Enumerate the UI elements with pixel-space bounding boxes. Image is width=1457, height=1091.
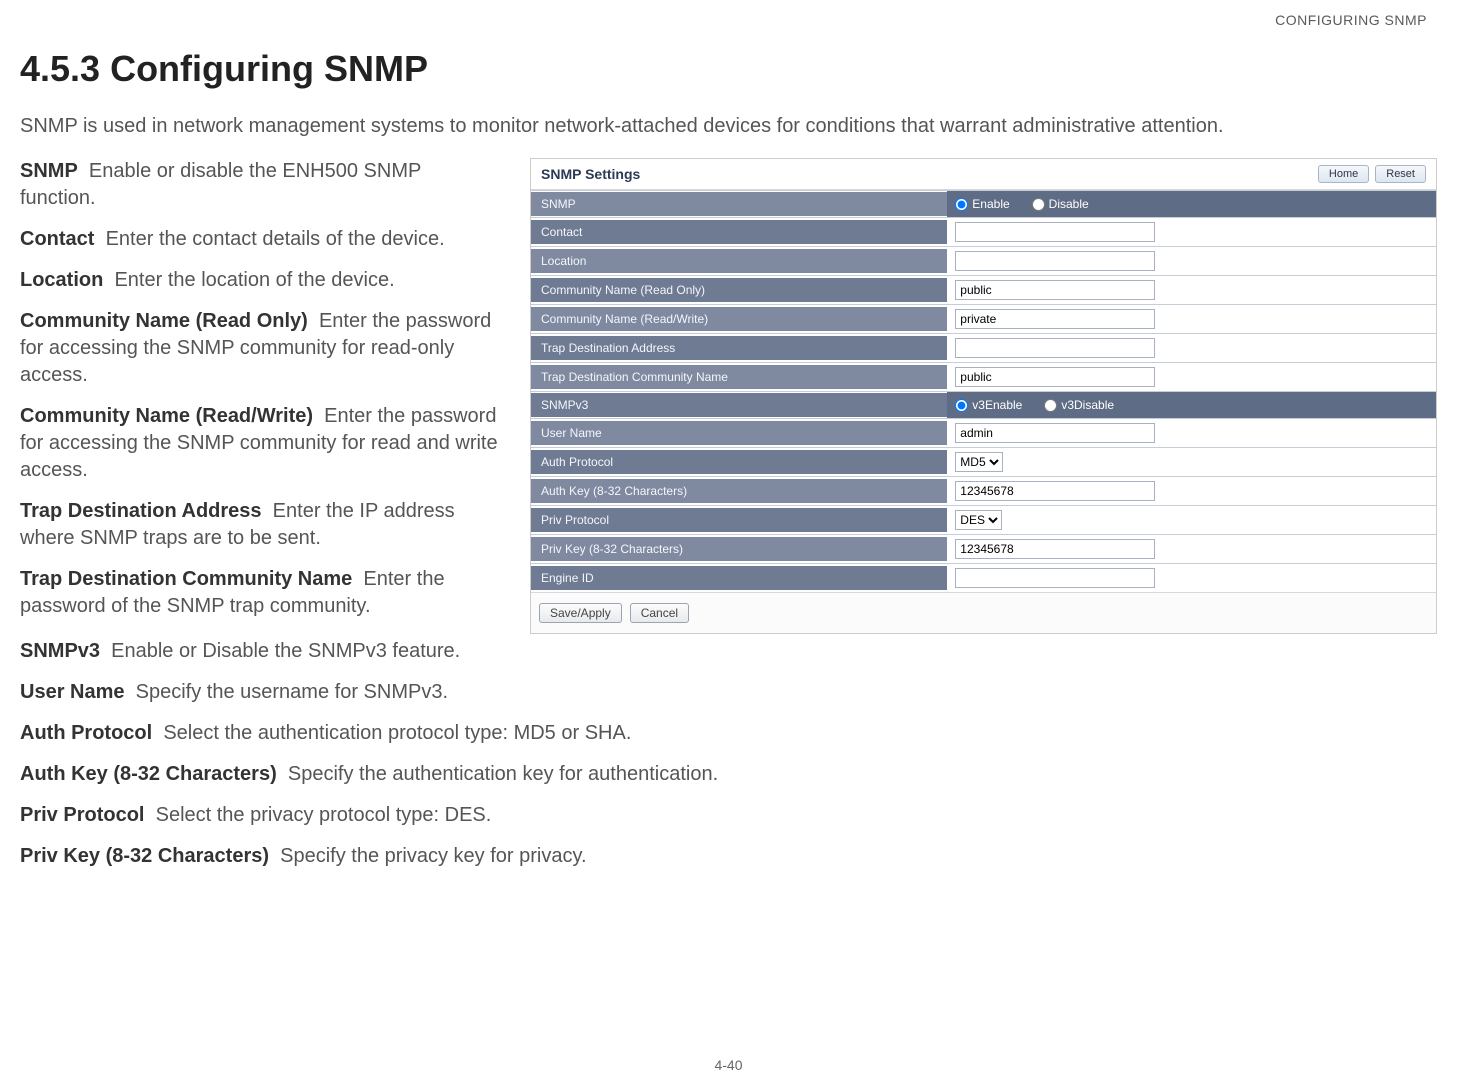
contact-input[interactable] xyxy=(955,222,1155,242)
row-label-snmpv3: SNMPv3 xyxy=(531,393,947,417)
location-input[interactable] xyxy=(955,251,1155,271)
section-title: 4.5.3 Configuring SNMP xyxy=(20,48,1437,90)
row-label-engine-id: Engine ID xyxy=(531,566,947,590)
def-desc: Specify the authentication key for authe… xyxy=(288,763,718,785)
row-label-trap-addr: Trap Destination Address xyxy=(531,336,947,360)
page-header: CONFIGURING SNMP xyxy=(20,0,1437,28)
def-term: User Name xyxy=(20,681,125,703)
def-desc: Enter the location of the device. xyxy=(114,269,394,291)
auth-key-input[interactable] xyxy=(955,481,1155,501)
def-term: Trap Destination Address xyxy=(20,500,262,522)
row-label-community-ro: Community Name (Read Only) xyxy=(531,278,947,302)
row-label-location: Location xyxy=(531,249,947,273)
def-term: Community Name (Read/Write) xyxy=(20,405,313,427)
row-label-contact: Contact xyxy=(531,220,947,244)
row-label-username: User Name xyxy=(531,421,947,445)
priv-protocol-select[interactable]: DES xyxy=(955,510,1002,530)
row-label-auth-protocol: Auth Protocol xyxy=(531,450,947,474)
def-desc: Enable or disable the ENH500 SNMP functi… xyxy=(20,160,421,209)
home-button[interactable]: Home xyxy=(1318,165,1369,183)
panel-title: SNMP Settings xyxy=(541,166,640,182)
def-desc: Enter the contact details of the device. xyxy=(106,228,445,250)
username-input[interactable] xyxy=(955,423,1155,443)
def-term: Priv Protocol xyxy=(20,804,144,826)
def-desc: Select the privacy protocol type: DES. xyxy=(156,804,492,826)
row-label-priv-protocol: Priv Protocol xyxy=(531,508,947,532)
def-term: SNMP xyxy=(20,160,78,182)
def-term: Auth Key (8-32 Characters) xyxy=(20,763,277,785)
def-term: SNMPv3 xyxy=(20,640,100,662)
def-term: Auth Protocol xyxy=(20,722,152,744)
definitions-left: SNMP Enable or disable the ENH500 SNMP f… xyxy=(20,158,500,634)
snmp-settings-panel: SNMP Settings Home Reset SNMP Enable Dis… xyxy=(530,158,1437,634)
auth-protocol-select[interactable]: MD5 xyxy=(955,452,1003,472)
def-desc: Enable or Disable the SNMPv3 feature. xyxy=(111,640,460,662)
row-label-community-rw: Community Name (Read/Write) xyxy=(531,307,947,331)
row-label-priv-key: Priv Key (8-32 Characters) xyxy=(531,537,947,561)
def-term: Priv Key (8-32 Characters) xyxy=(20,845,269,867)
reset-button[interactable]: Reset xyxy=(1375,165,1426,183)
intro-text: SNMP is used in network management syste… xyxy=(20,112,1437,140)
trap-addr-input[interactable] xyxy=(955,338,1155,358)
row-label-auth-key: Auth Key (8-32 Characters) xyxy=(531,479,947,503)
def-term: Location xyxy=(20,269,103,291)
row-label-snmp: SNMP xyxy=(531,192,947,216)
cancel-button[interactable]: Cancel xyxy=(630,603,689,623)
def-desc: Select the authentication protocol type:… xyxy=(163,722,631,744)
row-label-trap-community: Trap Destination Community Name xyxy=(531,365,947,389)
trap-community-input[interactable] xyxy=(955,367,1155,387)
def-term: Community Name (Read Only) xyxy=(20,310,308,332)
snmpv3-disable-radio[interactable]: v3Disable xyxy=(1044,398,1114,412)
engine-id-input[interactable] xyxy=(955,568,1155,588)
priv-key-input[interactable] xyxy=(955,539,1155,559)
def-term: Trap Destination Community Name xyxy=(20,568,352,590)
snmpv3-enable-radio[interactable]: v3Enable xyxy=(955,398,1022,412)
def-desc: Specify the username for SNMPv3. xyxy=(136,681,448,703)
community-ro-input[interactable] xyxy=(955,280,1155,300)
snmp-disable-radio[interactable]: Disable xyxy=(1032,197,1089,211)
def-desc: Specify the privacy key for privacy. xyxy=(280,845,586,867)
definitions-below: SNMPv3 Enable or Disable the SNMPv3 feat… xyxy=(20,638,1437,870)
def-term: Contact xyxy=(20,228,94,250)
save-apply-button[interactable]: Save/Apply xyxy=(539,603,622,623)
snmp-enable-radio[interactable]: Enable xyxy=(955,197,1009,211)
community-rw-input[interactable] xyxy=(955,309,1155,329)
page-number: 4-40 xyxy=(0,1057,1457,1073)
